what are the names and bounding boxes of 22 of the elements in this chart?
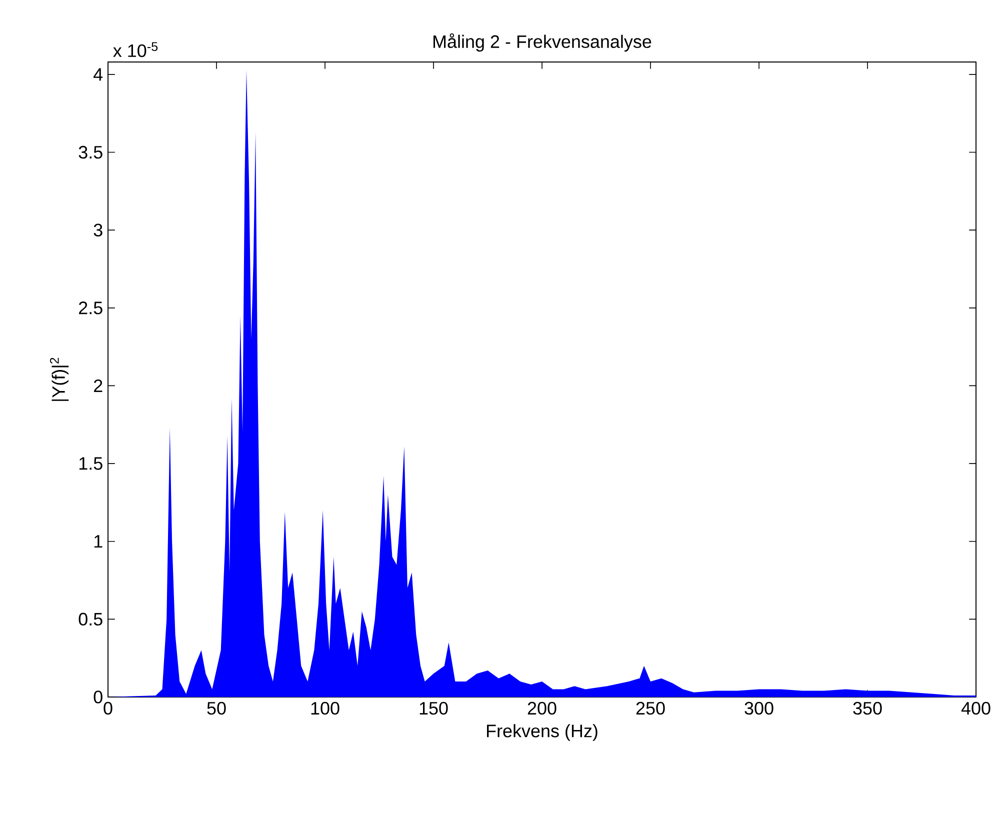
- x-tick-label: 300: [744, 702, 774, 715]
- x-tick-label: 250: [636, 702, 665, 715]
- y-axis-title: |Y(f)|$^{2}$: [50, 358, 69, 401]
- y-tick-label: 2.5: [79, 302, 102, 314]
- y-tick-label: 0: [94, 690, 102, 704]
- x-tick-label: 350: [853, 702, 882, 715]
- y-tick-label: 1: [94, 535, 102, 548]
- text: x 10$^{-5}$: [113, 42, 158, 58]
- x-axis-title: Frekvens (Hz): [487, 724, 598, 741]
- chart-title: Måling 2 - Frekvensanalyse: [434, 33, 652, 52]
- x-tick-label: 150: [420, 702, 448, 715]
- x-tick-label: 0: [104, 702, 112, 715]
- x-tick-label: 400: [961, 702, 990, 715]
- x-tick-label: 200: [528, 702, 556, 715]
- y-tick-label: 2: [94, 379, 102, 392]
- y-tick-label: 1.5: [79, 457, 102, 470]
- y-tick-label: 3: [94, 224, 102, 236]
- y-tick-label: 4: [94, 68, 103, 81]
- x-tick-label: 100: [311, 702, 340, 715]
- y-tick-label: 3.5: [78, 146, 102, 159]
- x-tick-label: 50: [207, 702, 226, 715]
- y-tick-label: 0.5: [78, 612, 102, 626]
